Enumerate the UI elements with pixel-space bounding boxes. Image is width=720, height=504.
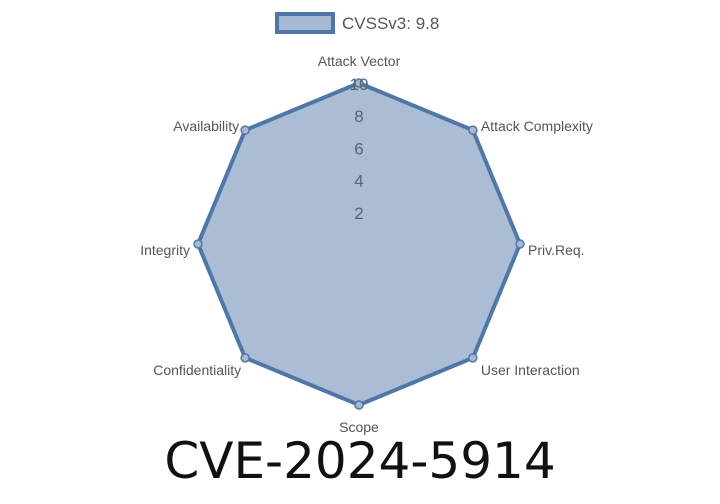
- axis-label: Confidentiality: [153, 362, 241, 378]
- axis-label: Availability: [173, 118, 239, 134]
- data-point: [468, 125, 478, 135]
- data-point: [468, 353, 478, 363]
- tick-label: 2: [354, 204, 363, 223]
- legend-swatch: [275, 12, 335, 34]
- data-point: [240, 353, 250, 363]
- axis-label: Integrity: [140, 242, 190, 258]
- tick-label: 4: [354, 172, 363, 191]
- data-point: [193, 239, 203, 249]
- chart-title: CVE-2024-5914: [164, 432, 556, 490]
- legend-label: CVSSv3: 9.8: [342, 14, 439, 33]
- axis-label: Attack Complexity: [481, 118, 593, 134]
- tick-label: 8: [354, 107, 363, 126]
- data-point: [515, 239, 525, 249]
- axis-label: User Interaction: [481, 362, 580, 378]
- data-point: [354, 78, 364, 88]
- data-point: [240, 125, 250, 135]
- axis-label: Attack Vector: [318, 53, 401, 69]
- data-point: [354, 400, 364, 410]
- tick-label: 6: [354, 139, 363, 158]
- tick-label: 10: [350, 75, 369, 94]
- axis-label: Scope: [339, 419, 379, 435]
- axis-label: Priv.Req.: [528, 242, 585, 258]
